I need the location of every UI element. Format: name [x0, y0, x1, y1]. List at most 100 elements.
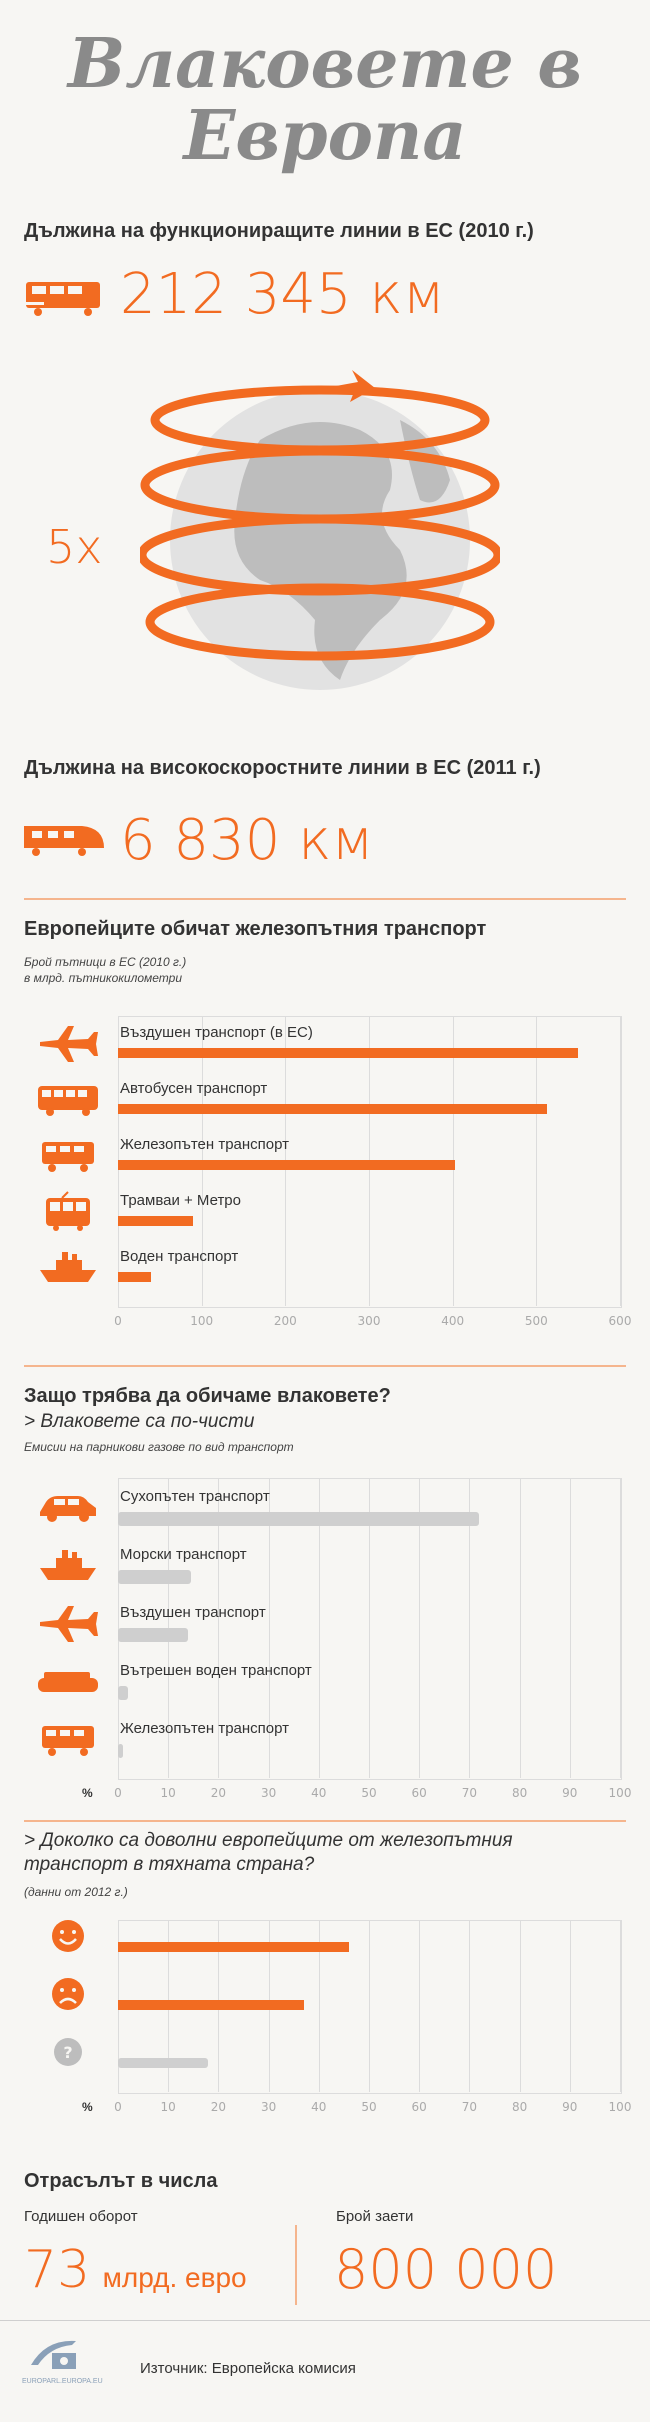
x-tick-label: 30	[260, 1786, 277, 1800]
emissions-chart: 0 10 20 30 40 50 60 70 80 90 100 Сухопътен транспор…	[0, 0, 650, 1800]
bar	[118, 1744, 124, 1758]
satisfaction-heading-2: транспорт в тяхната страна?	[24, 1854, 315, 1875]
x-tick-label: 60	[411, 1786, 427, 1800]
train-icon	[24, 272, 104, 318]
x-tick-label: 80	[511, 2100, 528, 2114]
gridline	[569, 1478, 571, 1778]
gridline	[620, 1016, 621, 1306]
barge-icon	[36, 1660, 100, 1702]
page-title: Влаковете в Европа	[0, 28, 650, 172]
train-icon	[36, 1718, 100, 1760]
svg-text:?: ?	[63, 2043, 72, 2062]
sad-face-icon	[36, 1974, 100, 2016]
gridline	[519, 1478, 521, 1778]
x-tick-label: 100	[608, 2100, 632, 2114]
parliament-logo-icon	[26, 2335, 96, 2381]
x-tick-label: 600	[608, 1314, 632, 1328]
x-tick-label: 10	[160, 1786, 176, 1800]
gridline	[369, 1920, 370, 2092]
bar	[118, 1512, 480, 1526]
gridline	[268, 1478, 270, 1778]
employees-value: 800 000	[334, 2238, 558, 2301]
satisfaction-heading-1: > Доколко са доволни европейците от желе…	[24, 1830, 513, 1851]
gridline	[469, 1478, 471, 1778]
highspeed-train-icon	[22, 818, 106, 858]
rail-length-value: 212 345 км	[120, 262, 445, 327]
x-tick-label: 300	[357, 1314, 381, 1328]
x-tick-label: 80	[511, 1786, 528, 1800]
divider	[24, 1820, 626, 1822]
bar-category-label: Автобусен транспорт	[120, 1080, 268, 1097]
bar	[118, 1272, 152, 1282]
car-icon	[36, 1486, 100, 1528]
bar-category-label: Железопътен транспорт	[120, 1136, 290, 1153]
x-tick-label: 100	[608, 1786, 632, 1800]
x-tick-label: 200	[273, 1314, 297, 1328]
gridline	[536, 1016, 538, 1306]
tram-icon	[36, 1190, 100, 1232]
logo-text: EUROPARL.EUROPA.EU	[22, 2378, 103, 2385]
bar-category-label: Воден транспорт	[120, 1248, 239, 1265]
train-icon	[36, 1134, 100, 1176]
bar	[118, 1216, 194, 1226]
bar	[118, 1160, 456, 1170]
x-tick-label: 90	[562, 2100, 578, 2114]
passengers-chart: 0 100 200 300 400 500 600 Въздушен транспорт (в…	[0, 0, 650, 1328]
airplane-icon	[36, 1602, 100, 1644]
rail-length-heading: Дължина на функциониращите линии в ЕС (2…	[24, 220, 534, 242]
x-tick-label: 40	[311, 1786, 327, 1800]
airplane-icon	[36, 1022, 100, 1064]
turnover-number: 73	[24, 2240, 91, 2300]
vertical-divider	[295, 2225, 297, 2305]
happy-face-icon	[36, 1916, 100, 1958]
x-tick-label: 40	[311, 2100, 327, 2114]
x-tick-label: 90	[562, 1786, 578, 1800]
highspeed-value: 6 830 км	[120, 808, 374, 873]
industry-heading: Отрасълът в числа	[24, 2170, 218, 2192]
bar-category-label: Железопътен транспорт	[120, 1720, 290, 1737]
passengers-unit: в млрд. пътникокилометри	[24, 971, 182, 985]
x-tick-label: 500	[524, 1314, 548, 1328]
bar	[118, 1104, 548, 1114]
ship-icon	[36, 1246, 100, 1288]
globe-spiral-illustration	[140, 360, 500, 700]
highspeed-heading: Дължина на високоскоростните линии в ЕС …	[24, 757, 541, 779]
bar-category-label: Въздушен транспорт (в ЕС)	[120, 1024, 313, 1041]
multiplier-label: 5x	[46, 520, 103, 574]
bus-icon	[36, 1078, 100, 1120]
x-tick-label: 10	[160, 2100, 176, 2114]
satisfaction-chart: 0 10 20 30 40 50 60 70 80 90 100?%	[0, 0, 650, 2114]
gridline	[318, 1478, 320, 1778]
bar	[118, 1048, 579, 1058]
bar	[118, 2000, 304, 2010]
why-love-trains-heading: Защо трябва да обичаме влаковете?	[24, 1385, 391, 1407]
title-line-2: Европа	[183, 96, 467, 176]
x-tick-label: 50	[361, 2100, 377, 2114]
employees-label: Брой заети	[336, 2208, 414, 2225]
bar-category-label: Вътрешен воден транспорт	[120, 1662, 312, 1679]
cleaner-subheading: > Влаковете са по-чисти	[24, 1411, 255, 1432]
emissions-note: Емисии на парникови газове по вид трансп…	[24, 1440, 294, 1454]
divider	[24, 898, 626, 900]
gridline	[419, 1478, 421, 1778]
x-tick-label: 0	[114, 1314, 122, 1328]
x-tick-label: 70	[461, 2100, 478, 2114]
source-text: Източник: Европейска комисия	[140, 2360, 356, 2377]
turnover-unit: млрд. евро	[102, 2262, 247, 2293]
percent-axis-label: %	[82, 2100, 93, 2114]
x-tick-label: 20	[210, 2100, 227, 2114]
question-icon: ?	[36, 2032, 100, 2074]
bar	[118, 1942, 349, 1952]
bar-category-label: Морски транспорт	[120, 1546, 247, 1563]
gridline	[369, 1478, 370, 1778]
turnover-value: 73 млрд. евро	[24, 2240, 247, 2300]
x-tick-label: 20	[210, 1786, 227, 1800]
gridline	[519, 1920, 521, 2092]
gridline	[569, 1920, 571, 2092]
turnover-label: Годишен оборот	[24, 2208, 138, 2225]
bar-category-label: Трамваи + Метро	[120, 1192, 241, 1209]
x-tick-label: 0	[114, 1786, 122, 1800]
x-tick-label: 400	[441, 1314, 465, 1328]
gridline	[620, 1920, 621, 2092]
bar-category-label: Сухопътен транспорт	[120, 1488, 270, 1505]
